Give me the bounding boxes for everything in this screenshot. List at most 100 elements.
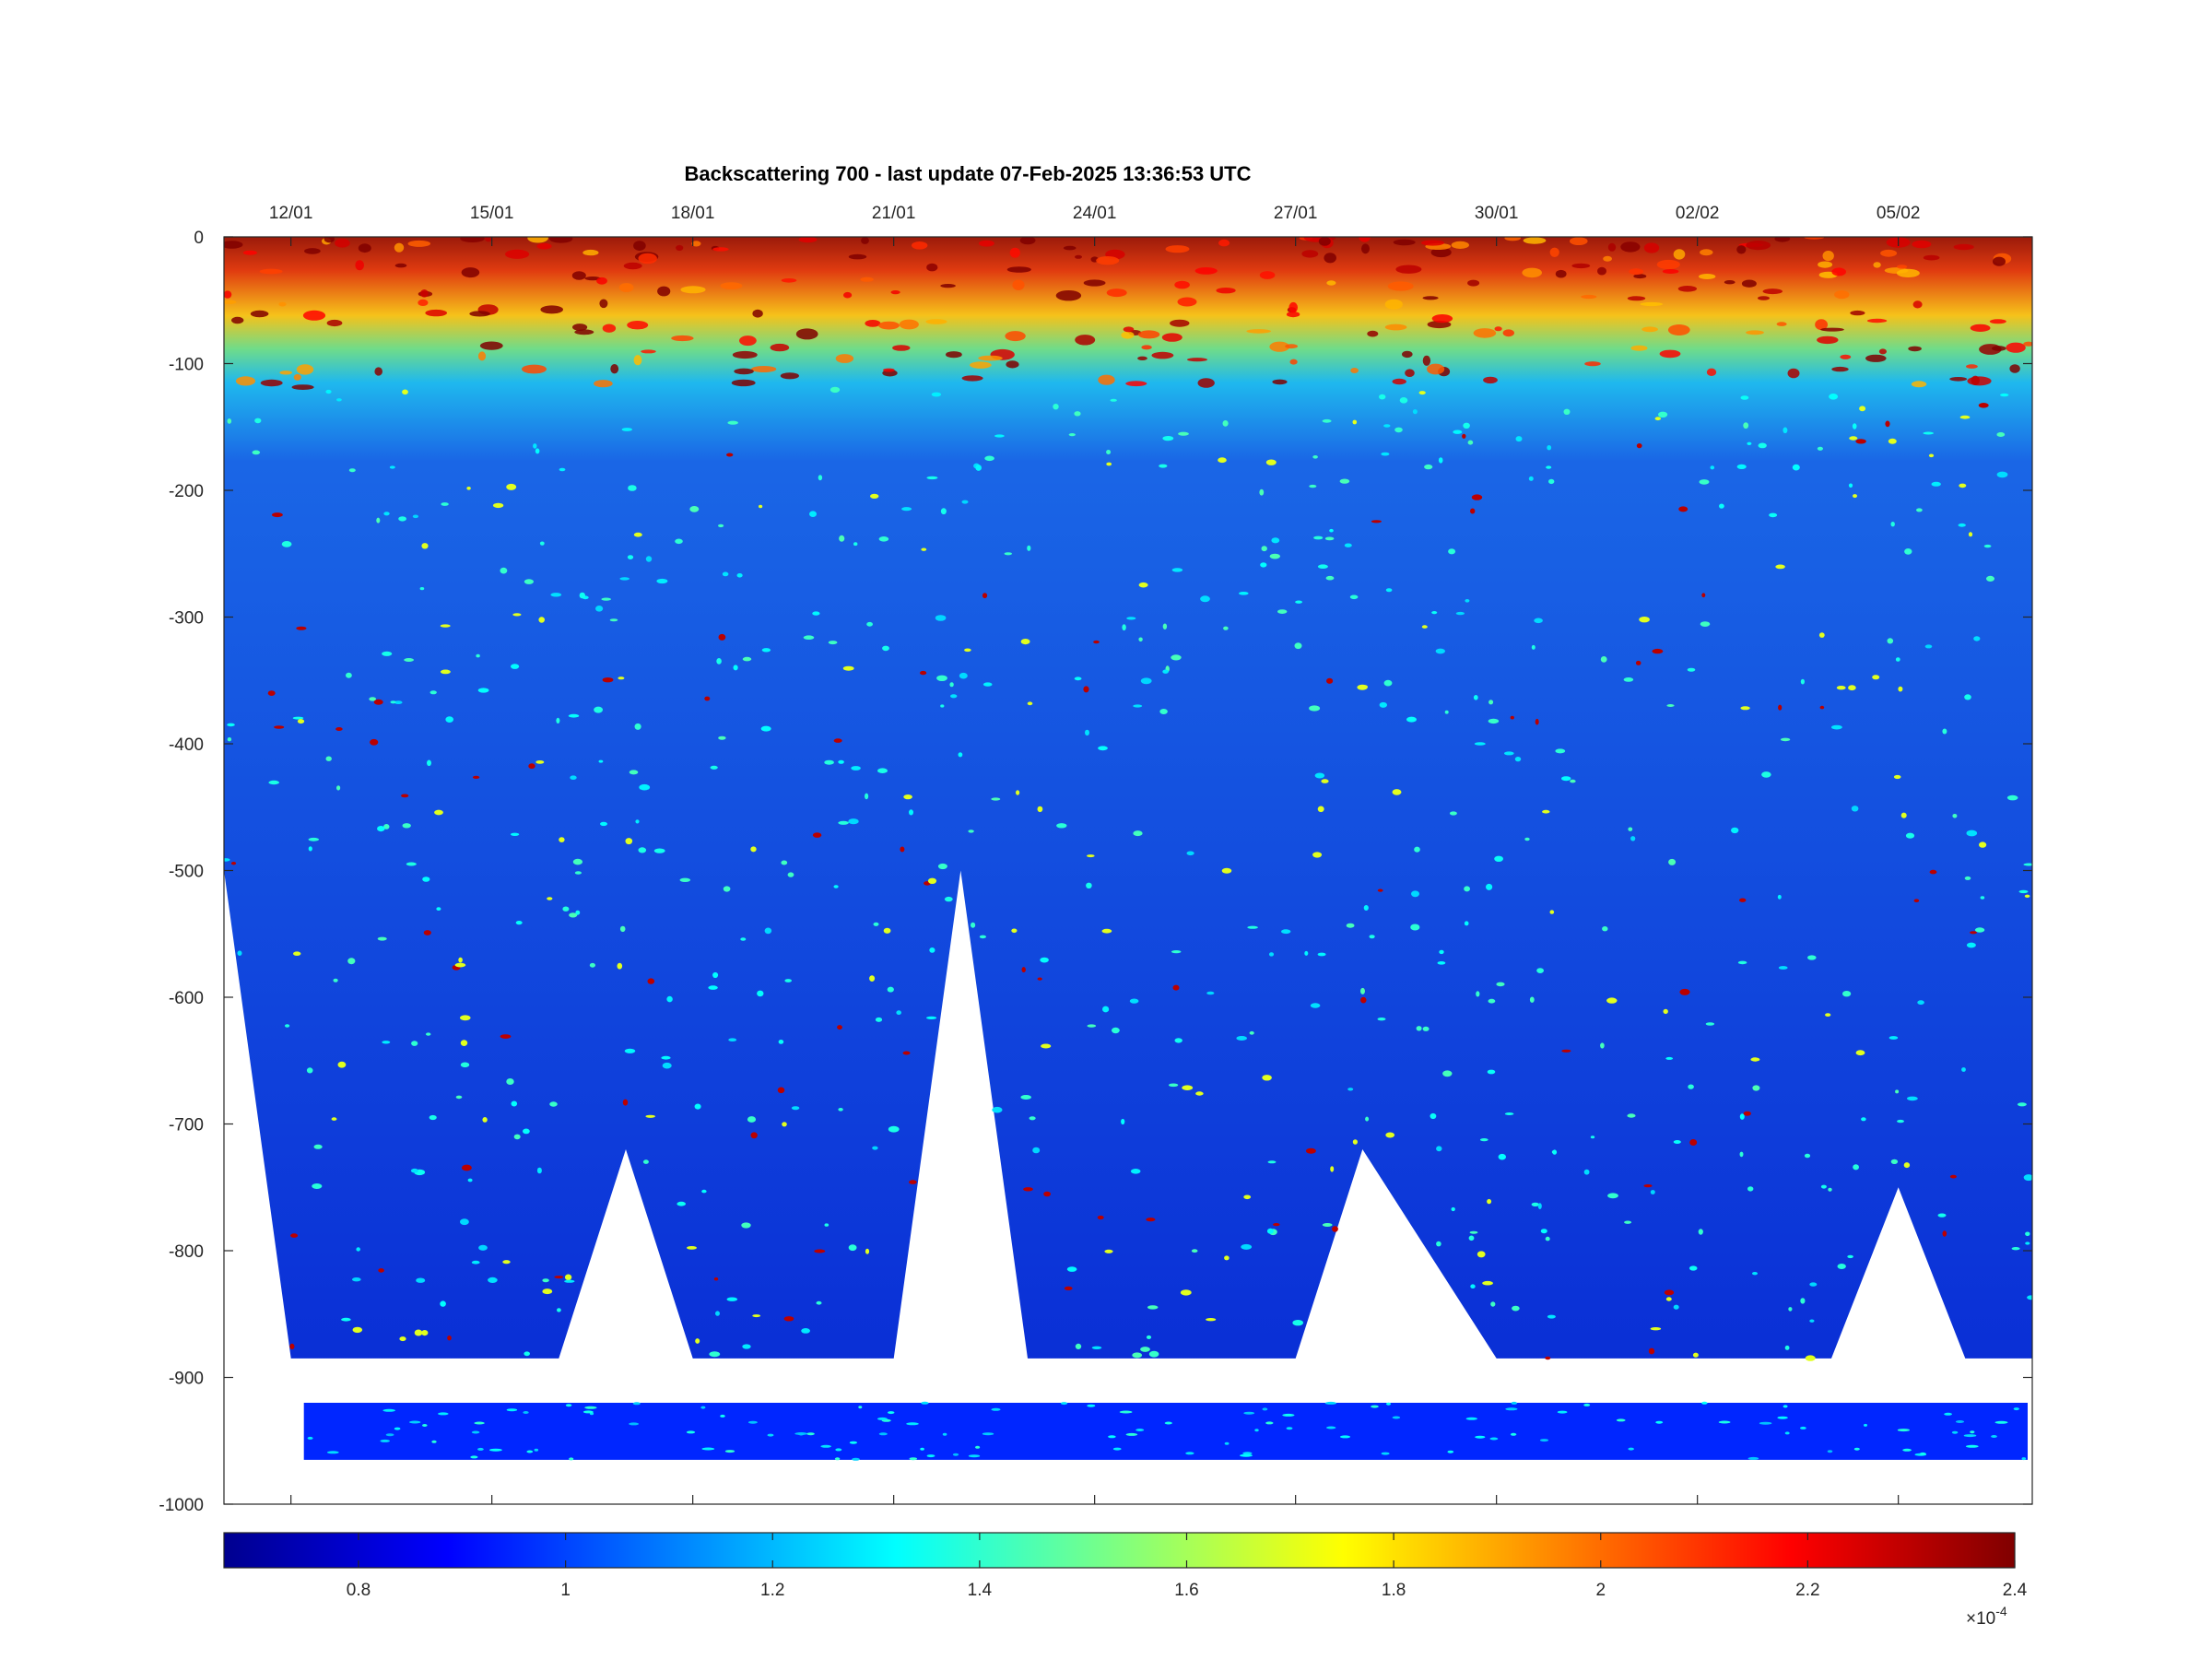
speckle bbox=[1583, 1169, 1590, 1175]
speckle bbox=[718, 524, 724, 528]
speckle bbox=[1360, 987, 1365, 994]
speckle bbox=[562, 906, 570, 912]
speckle bbox=[1240, 1453, 1253, 1457]
speckle bbox=[1168, 1083, 1179, 1088]
speckle bbox=[814, 1249, 826, 1253]
speckle bbox=[1282, 1413, 1295, 1417]
speckle bbox=[838, 1108, 843, 1112]
speckle bbox=[820, 1444, 831, 1448]
speckle bbox=[1392, 789, 1402, 795]
speckle bbox=[1752, 1272, 1758, 1276]
speckle bbox=[1487, 1198, 1492, 1205]
speckle bbox=[1636, 443, 1642, 449]
speckle bbox=[1171, 654, 1182, 661]
speckle bbox=[297, 719, 305, 724]
speckle bbox=[852, 1457, 860, 1461]
surface-blob bbox=[326, 319, 343, 327]
speckle bbox=[708, 985, 718, 990]
surface-blob bbox=[1627, 296, 1646, 301]
speckle bbox=[900, 846, 905, 853]
surface-blob bbox=[235, 376, 256, 386]
speckle bbox=[787, 872, 794, 877]
speckle bbox=[838, 820, 849, 825]
speckle bbox=[2023, 1174, 2032, 1182]
speckle bbox=[1679, 988, 1690, 995]
speckle bbox=[1970, 931, 1977, 935]
speckle bbox=[1326, 1426, 1336, 1430]
speckle bbox=[559, 467, 566, 472]
surface-blob bbox=[770, 343, 790, 352]
speckle bbox=[422, 1424, 428, 1427]
speckle bbox=[230, 862, 237, 865]
x-tick-label: 18/01 bbox=[671, 204, 715, 223]
speckle bbox=[1464, 886, 1470, 892]
surface-blob bbox=[1699, 274, 1716, 279]
speckle bbox=[2024, 894, 2030, 898]
speckle bbox=[1503, 751, 1514, 756]
surface-blob bbox=[420, 289, 429, 298]
bottom-strip bbox=[303, 1401, 2029, 1461]
speckle bbox=[1848, 483, 1853, 488]
speckle bbox=[1360, 996, 1367, 1004]
surface-blob bbox=[618, 283, 634, 292]
speckle bbox=[877, 768, 888, 773]
surface-blob bbox=[1075, 254, 1082, 259]
surface-blob bbox=[304, 248, 321, 254]
speckle bbox=[991, 797, 1001, 801]
speckle bbox=[1531, 1202, 1540, 1206]
speckle bbox=[308, 837, 320, 841]
speckle bbox=[1650, 1327, 1662, 1331]
surface-blob bbox=[1971, 375, 1980, 385]
surface-blob bbox=[925, 319, 947, 324]
speckle bbox=[1689, 1139, 1698, 1146]
speckle bbox=[1286, 1427, 1293, 1430]
surface-blob bbox=[1667, 324, 1690, 335]
speckle bbox=[1322, 1223, 1333, 1227]
speckle bbox=[806, 1432, 815, 1436]
speckle bbox=[1545, 1356, 1551, 1360]
speckle bbox=[325, 389, 332, 394]
speckle bbox=[1546, 465, 1552, 469]
speckle bbox=[1552, 1149, 1558, 1155]
surface-blob bbox=[242, 250, 257, 255]
speckle bbox=[1563, 408, 1571, 415]
speckle bbox=[1966, 942, 1976, 948]
surface-blob bbox=[1662, 269, 1679, 274]
surface-blob bbox=[394, 242, 405, 253]
speckle bbox=[575, 910, 581, 915]
surface-blob bbox=[1523, 237, 1547, 244]
speckle bbox=[414, 1329, 423, 1336]
speckle bbox=[1777, 1416, 1788, 1419]
speckle bbox=[1916, 508, 1923, 512]
speckle bbox=[764, 927, 772, 935]
surface-blob bbox=[861, 237, 869, 244]
speckle bbox=[523, 1411, 529, 1414]
speckle bbox=[1462, 433, 1466, 439]
y-tick-label: -100 bbox=[169, 356, 204, 375]
speckle bbox=[1004, 552, 1013, 556]
speckle bbox=[1907, 1096, 1918, 1101]
speckle bbox=[1447, 1450, 1454, 1453]
speckle bbox=[1775, 564, 1785, 570]
speckle bbox=[1994, 1420, 2008, 1424]
speckle bbox=[1098, 746, 1108, 751]
speckle bbox=[477, 688, 489, 693]
surface-blob bbox=[231, 316, 244, 324]
speckle bbox=[1996, 432, 2006, 437]
speckle bbox=[839, 535, 845, 542]
speckle bbox=[1980, 896, 1985, 900]
speckle bbox=[1736, 464, 1747, 469]
surface-blob bbox=[712, 247, 729, 252]
surface-blob bbox=[1656, 259, 1680, 270]
speckle bbox=[873, 922, 879, 926]
speckle bbox=[677, 1201, 686, 1206]
speckle bbox=[579, 592, 585, 599]
speckle bbox=[523, 1128, 530, 1135]
speckle bbox=[445, 716, 454, 723]
speckle bbox=[959, 672, 968, 679]
speckle bbox=[1986, 575, 1994, 582]
speckle bbox=[1942, 1230, 1947, 1237]
speckle bbox=[701, 1447, 715, 1451]
speckle bbox=[1132, 1352, 1143, 1359]
speckle bbox=[1692, 1352, 1699, 1358]
